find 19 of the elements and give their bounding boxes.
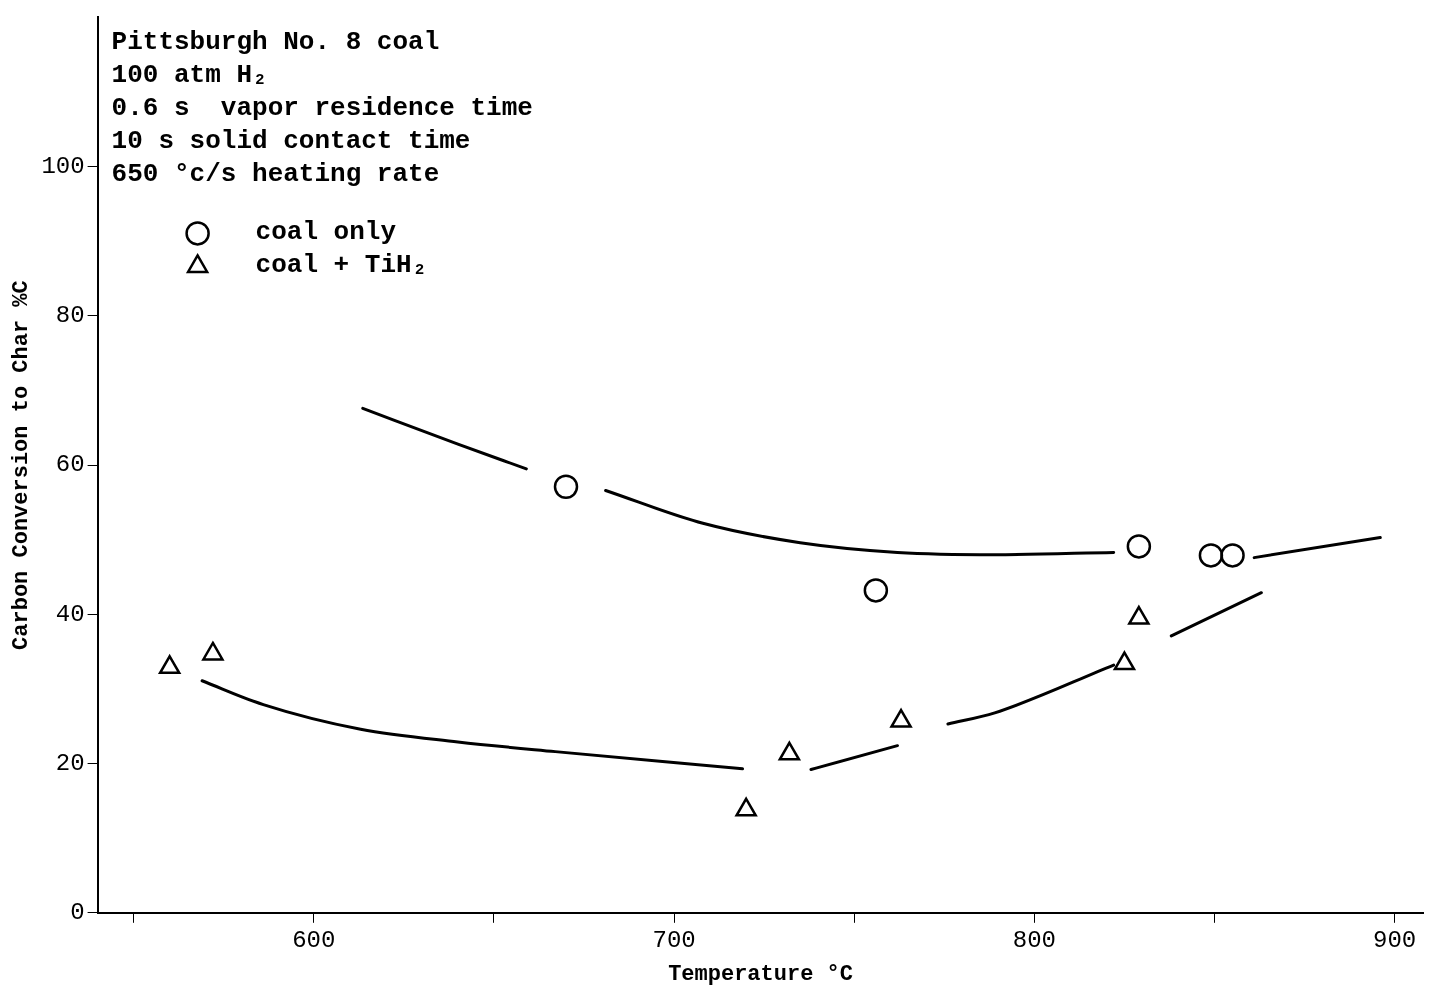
annotation: 650 °c/s heating rate [111,158,440,189]
annotation: 0.6 s vapor residence time [111,92,533,123]
legend-label: coal + TiH₂ [255,249,428,280]
x-tick-label: 700 [652,926,696,954]
y-tick-label: 80 [55,302,85,330]
y-tick-label: 20 [55,749,85,777]
y-axis-title: Carbon Conversion to Char %C [8,280,34,650]
y-tick-label: 60 [55,451,85,479]
y-tick-label: 40 [55,600,85,628]
x-tick-label: 800 [1012,926,1056,954]
y-tick-label: 0 [70,899,85,927]
x-axis-title: Temperature °C [668,962,853,988]
x-tick-label: 600 [292,926,336,954]
legend-label: coal only [255,216,397,247]
annotation: 10 s solid contact time [111,125,471,156]
annotation: Pittsburgh No. 8 coal [111,26,440,57]
x-tick-label: 900 [1373,926,1417,954]
annotation: 100 atm H₂ [111,59,268,90]
y-tick-label: 100 [41,152,85,180]
